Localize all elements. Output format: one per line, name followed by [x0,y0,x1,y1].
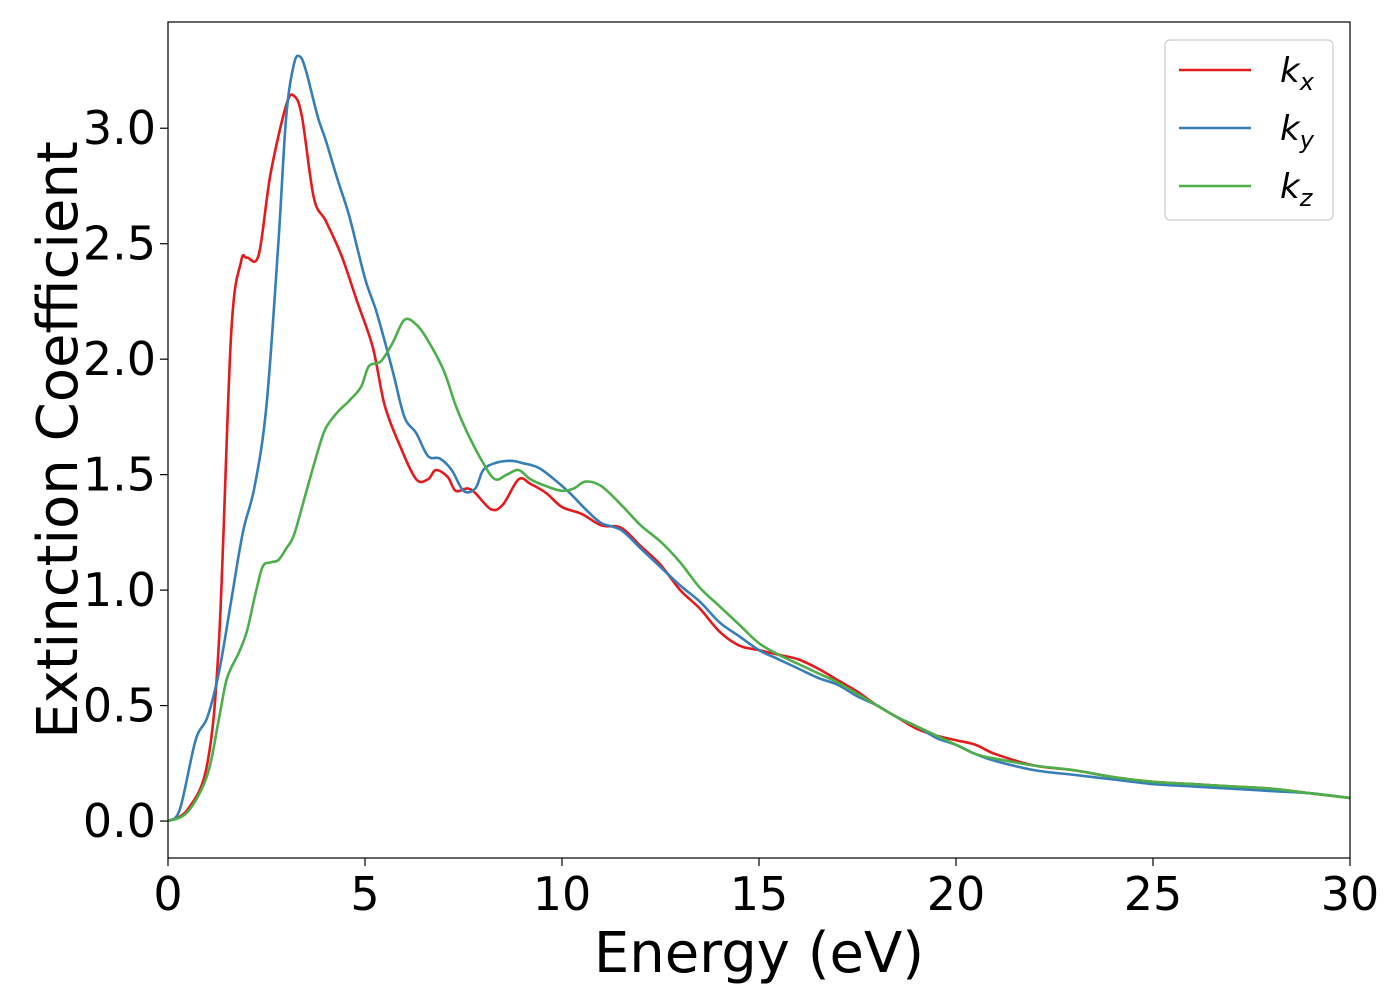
legend-label-base: k [1280,109,1301,149]
legend-box [1164,39,1334,221]
x-tick-label: 20 [927,867,986,921]
legend-label-subscript: x [1299,68,1315,96]
x-axis: 0 5 10 15 20 25 30 [153,858,1379,921]
legend-label-ky: ky [1280,109,1315,154]
x-tick-label: 15 [730,867,789,921]
y-tick-label: 1.0 [83,563,156,617]
legend-label-base: k [1280,51,1301,91]
x-tick-label: 25 [1124,867,1183,921]
legend-label-subscript: y [1299,126,1315,154]
y-tick-label: 0.5 [83,679,156,733]
series-line-kz [168,317,1350,823]
legend-label-base: k [1280,167,1301,207]
x-tick-label: 5 [350,867,379,921]
legend-label-kx: kx [1280,51,1315,96]
x-axis-title: Energy (eV) [594,921,924,986]
y-tick-label: 3.0 [83,101,156,155]
y-tick-label: 0.0 [83,794,156,848]
legend-label-subscript: z [1299,184,1314,212]
x-tick-label: 10 [533,867,592,921]
series-layer [168,54,1350,823]
y-axis-title: Extinction Coefficient [26,141,91,739]
y-axis: 0.0 0.5 1.0 1.5 2.0 2.5 3.0 [83,101,168,848]
legend-label-kz: kz [1280,167,1314,212]
y-tick-label: 2.5 [83,217,156,271]
series-line-kx [168,93,1350,823]
x-tick-label: 0 [153,867,182,921]
y-tick-label: 1.5 [83,448,156,502]
x-tick-label: 30 [1321,867,1380,921]
y-tick-label: 2.0 [83,332,156,386]
